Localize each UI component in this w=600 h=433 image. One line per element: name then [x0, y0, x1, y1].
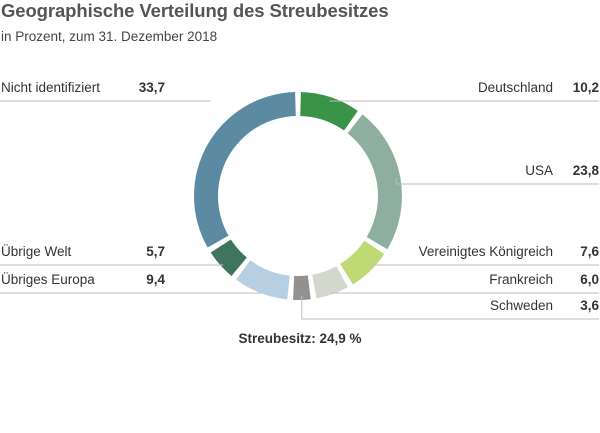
slice-frankreich	[312, 266, 348, 299]
value-uebrige-welt: 5,7	[146, 244, 165, 259]
leader-line-schweden	[301, 295, 599, 320]
slice-uebriges-europa	[236, 260, 290, 300]
slice-vereinigtes-koenigreich	[340, 240, 385, 285]
value-vereinigtes-koenigreich: 7,6	[580, 244, 599, 259]
label-schweden: Schweden	[490, 298, 553, 313]
label-uebriges-europa: Übriges Europa	[1, 272, 95, 287]
label-frankreich: Frankreich	[489, 272, 553, 287]
donut-slices	[193, 92, 402, 300]
value-frankreich: 6,0	[580, 272, 599, 287]
slice-usa	[347, 114, 402, 250]
slice-uebrige-welt	[210, 239, 247, 276]
value-nicht-identifiziert: 33,7	[139, 80, 165, 95]
value-deutschland: 10,2	[573, 80, 599, 95]
slice-labels: Deutschland 10,2 USA 23,8 Vereinigtes Königr…	[1, 80, 599, 313]
slice-nicht-identifiziert	[193, 92, 296, 248]
label-deutschland: Deutschland	[478, 80, 553, 95]
leader-line-usa	[395, 177, 599, 185]
value-usa: 23,8	[573, 163, 600, 178]
leader-lines	[0, 100, 599, 320]
value-schweden: 3,6	[580, 298, 599, 313]
label-nicht-identifiziert: Nicht identifiziert	[1, 80, 100, 95]
chart-subtitle: in Prozent, zum 31. Dezember 2018	[1, 29, 218, 44]
label-vereinigtes-koenigreich: Vereinigtes Königreich	[419, 244, 553, 259]
slice-deutschland	[300, 92, 358, 131]
chart-title: Geographische Verteilung des Streubesitz…	[1, 0, 389, 21]
label-uebrige-welt: Übrige Welt	[1, 244, 72, 259]
label-usa: USA	[525, 163, 553, 178]
slice-schweden	[293, 275, 311, 300]
chart-footer: Streubesitz: 24,9 %	[238, 331, 362, 346]
value-uebriges-europa: 9,4	[146, 272, 165, 287]
